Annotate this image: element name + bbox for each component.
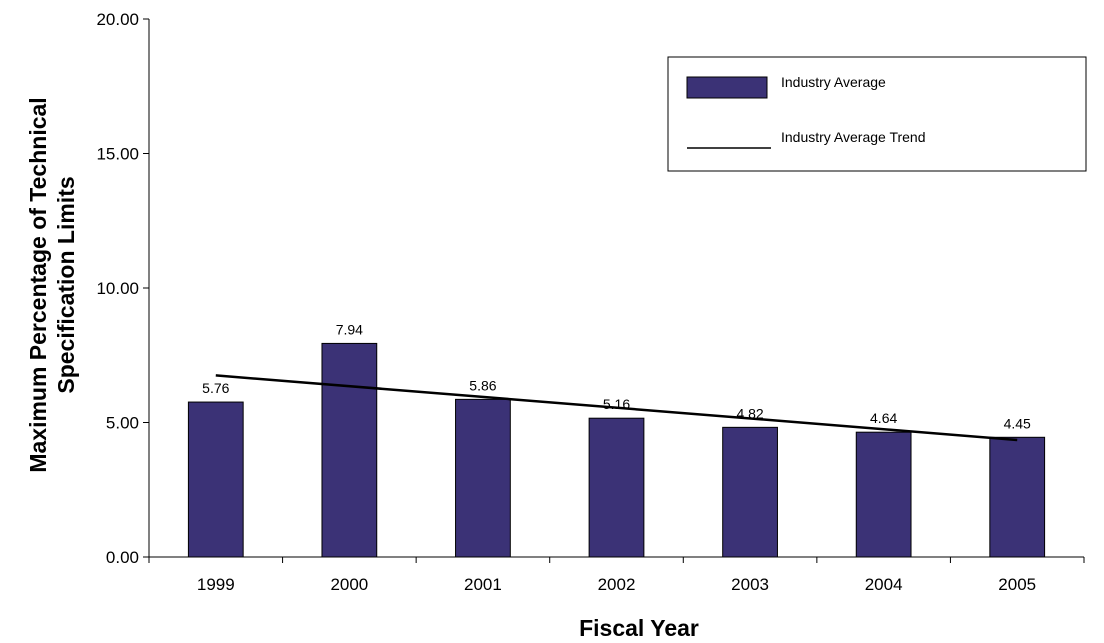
legend-trend-label: Industry Average Trend xyxy=(781,129,926,145)
x-axis-title: Fiscal Year xyxy=(579,615,699,641)
data-labels: 5.767.945.865.164.82 4.64 4.45 xyxy=(202,321,1031,431)
data-label-2001: 5.86 xyxy=(469,377,496,393)
x-tick-label-1999: 1999 xyxy=(197,575,235,594)
data-label-2005: 4.45 xyxy=(1004,415,1031,431)
bar-series xyxy=(187,342,1046,558)
bar-2000 xyxy=(321,342,378,558)
x-tick-label-2000: 2000 xyxy=(330,575,368,594)
x-tick-label-2002: 2002 xyxy=(598,575,636,594)
y-axis-title-line-1: Maximum Percentage of Technical xyxy=(25,97,51,472)
trend-line xyxy=(215,374,1018,442)
y-tick-label: 15.00 xyxy=(96,145,139,164)
data-label-2002: 5.16 xyxy=(603,396,630,412)
y-axis-title-line-2: Specification Limits xyxy=(53,176,79,393)
bar-2001 xyxy=(455,398,511,558)
bar-2003 xyxy=(722,426,778,558)
y-tick-label: 5.00 xyxy=(106,414,139,433)
legend-bar-swatch xyxy=(686,76,768,99)
bar-2005 xyxy=(989,436,1046,558)
data-label-2000: 7.94 xyxy=(336,321,363,337)
x-tick-label-2005: 2005 xyxy=(998,575,1036,594)
data-label-1999: 5.76 xyxy=(202,380,229,396)
x-axis-ticks: 1999 2000 2001 2002 2003 2004 2005 xyxy=(148,557,1085,594)
y-axis-ticks: 0.00 5.00 10.00 15.00 20.00 xyxy=(96,10,149,567)
legend-box xyxy=(667,56,1087,172)
bar-2002 xyxy=(588,417,645,558)
legend: Industry Average Industry Average Trend xyxy=(667,56,1087,172)
y-tick-label: 10.00 xyxy=(96,279,139,298)
y-tick-label: 20.00 xyxy=(96,10,139,29)
x-tick-label-2001: 2001 xyxy=(464,575,502,594)
legend-bar-label: Industry Average xyxy=(781,74,886,90)
bar-1999 xyxy=(187,401,244,558)
x-tick-label-2003: 2003 xyxy=(731,575,769,594)
x-tick-label-2004: 2004 xyxy=(865,575,903,594)
bar-2004 xyxy=(855,431,912,558)
data-label-2004: 4.64 xyxy=(870,410,897,426)
y-tick-label: 0.00 xyxy=(106,548,139,567)
